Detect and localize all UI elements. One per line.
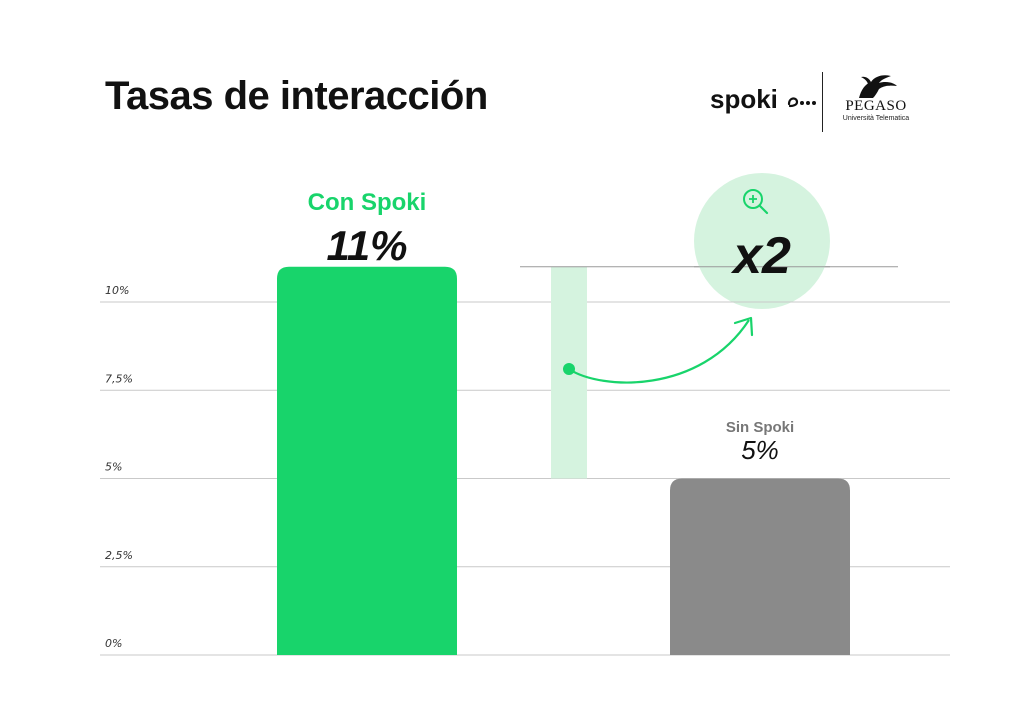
y-tick-label: 0% [105, 637, 122, 650]
page-title: Tasas de interacción [105, 74, 488, 118]
bar-con-spoki [277, 266, 457, 655]
multiplier-circle [694, 173, 830, 309]
pegaso-logo-subtitle: Università Telematica [842, 115, 910, 122]
bars [277, 266, 850, 655]
y-tick-label: 2,5% [105, 549, 133, 562]
y-tick-label: 10% [105, 284, 129, 297]
arrow-head [733, 316, 754, 337]
pegaso-logo: PEGASO Università Telematica [836, 72, 916, 122]
multiplier-label: x2 [730, 227, 791, 285]
bar-sin-spoki [670, 478, 850, 655]
pegaso-logo-name: PEGASO [845, 98, 907, 114]
zoom-in-icon [743, 189, 769, 215]
category-label-sin-spoki: Sin Spoki [726, 419, 794, 436]
arrow-curve [568, 319, 750, 384]
brand-divider [822, 72, 823, 132]
annotation: x2 [520, 173, 898, 479]
category-label-con-spoki: Con Spoki [308, 189, 427, 216]
spoki-logo: spoki [710, 84, 817, 115]
value-label-con-spoki: 11% [327, 222, 408, 269]
y-tick-label: 7,5% [105, 372, 133, 385]
pegasus-horse-icon [859, 75, 897, 98]
y-axis-ticks: 0% 2,5% 5% 7,5% 10% [105, 284, 133, 650]
y-tick-label: 5% [105, 461, 122, 474]
value-label-sin-spoki: 5% [741, 435, 779, 465]
spoki-logo-text: spoki [710, 84, 778, 114]
chat-dots-icon [788, 97, 817, 108]
